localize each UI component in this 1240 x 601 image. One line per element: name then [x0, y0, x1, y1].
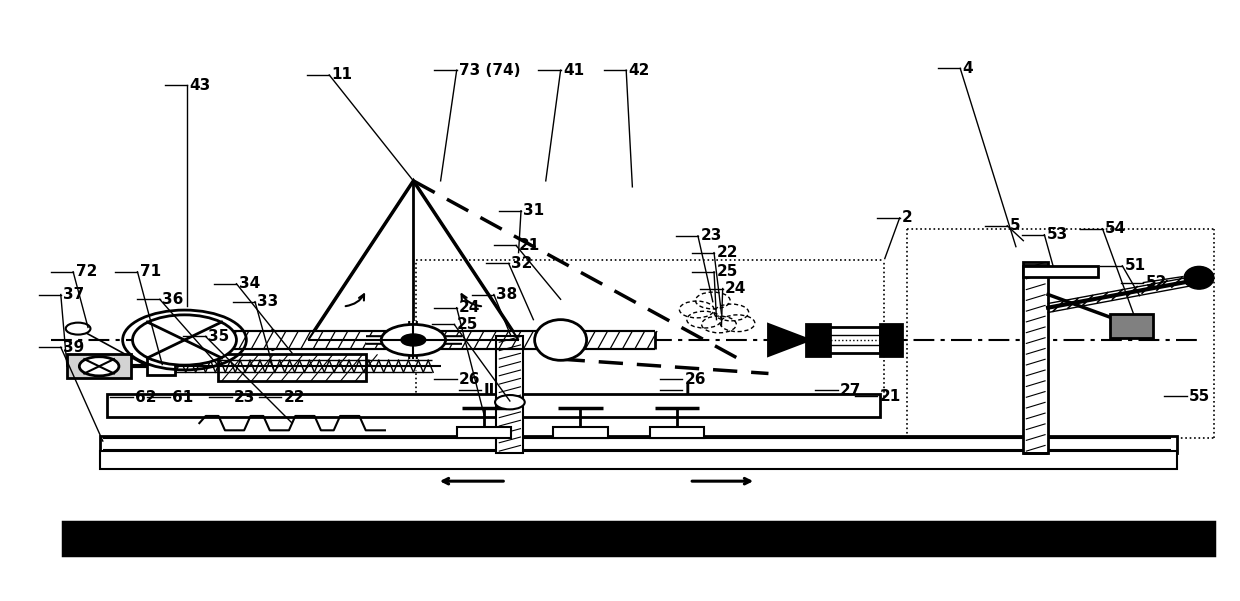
- Text: 41: 41: [563, 63, 584, 78]
- Bar: [177, 331, 655, 349]
- Bar: [1023, 261, 1048, 453]
- Bar: [67, 355, 131, 378]
- Text: 24: 24: [459, 300, 481, 315]
- Text: I: I: [684, 383, 689, 398]
- Bar: [218, 355, 366, 381]
- Bar: [100, 451, 1177, 469]
- Text: 25: 25: [717, 264, 738, 279]
- Text: 55: 55: [1189, 389, 1210, 404]
- Text: 34: 34: [239, 276, 260, 291]
- Text: 54: 54: [1105, 221, 1126, 236]
- Text: 61: 61: [172, 390, 193, 405]
- Circle shape: [79, 357, 119, 376]
- Bar: [100, 436, 1177, 453]
- Text: 22: 22: [284, 390, 305, 405]
- Text: 32: 32: [511, 256, 532, 271]
- Bar: [1110, 314, 1153, 338]
- Text: 73 (74): 73 (74): [459, 63, 521, 78]
- Text: 2: 2: [901, 210, 913, 225]
- Bar: [553, 427, 608, 438]
- Circle shape: [381, 325, 445, 356]
- Text: 39: 39: [63, 340, 84, 355]
- Polygon shape: [769, 325, 810, 356]
- Text: 4: 4: [962, 61, 973, 76]
- Bar: [107, 394, 880, 417]
- Text: 42: 42: [629, 63, 650, 78]
- Circle shape: [133, 315, 237, 365]
- Text: 23: 23: [701, 228, 722, 243]
- Text: 26: 26: [459, 372, 481, 387]
- Text: 35: 35: [208, 329, 229, 344]
- Bar: [63, 522, 1214, 555]
- Text: 27: 27: [841, 383, 862, 398]
- Bar: [880, 325, 901, 356]
- Text: 71: 71: [140, 264, 161, 279]
- Text: 53: 53: [1047, 227, 1068, 242]
- Bar: [1023, 266, 1097, 276]
- Bar: [831, 327, 880, 353]
- Bar: [148, 358, 175, 375]
- Text: 62: 62: [135, 390, 156, 405]
- Text: 33: 33: [258, 294, 279, 309]
- Bar: [806, 325, 831, 356]
- Text: 21: 21: [880, 389, 901, 404]
- Text: 36: 36: [162, 292, 184, 307]
- Text: 24: 24: [725, 281, 746, 296]
- Ellipse shape: [1184, 266, 1214, 289]
- Text: 51: 51: [1125, 258, 1146, 273]
- Text: II: II: [484, 383, 495, 398]
- Text: 11: 11: [332, 67, 352, 82]
- Text: 22: 22: [717, 245, 738, 260]
- Text: 25: 25: [456, 317, 479, 332]
- Circle shape: [66, 323, 91, 335]
- Text: 43: 43: [190, 78, 211, 93]
- Text: 52: 52: [1146, 275, 1167, 290]
- Bar: [496, 337, 523, 453]
- Ellipse shape: [534, 320, 587, 361]
- Text: 5: 5: [1009, 218, 1021, 233]
- Text: 23: 23: [234, 390, 255, 405]
- Text: 31: 31: [523, 203, 544, 218]
- Text: 72: 72: [76, 264, 97, 279]
- Text: 26: 26: [684, 372, 706, 387]
- Bar: [456, 427, 511, 438]
- Circle shape: [401, 334, 425, 346]
- Text: 38: 38: [496, 287, 517, 302]
- Circle shape: [495, 395, 525, 409]
- Text: 37: 37: [63, 287, 84, 302]
- Text: 21: 21: [518, 238, 539, 253]
- Bar: [650, 427, 704, 438]
